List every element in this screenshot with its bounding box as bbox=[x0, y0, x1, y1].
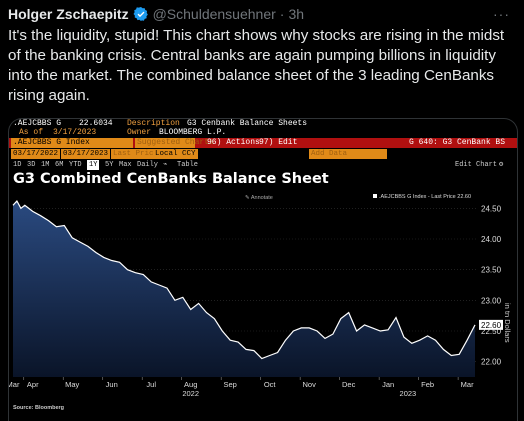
chart-code: G 640: G3 CenBank BS bbox=[409, 138, 506, 147]
x-tick-label: Jun bbox=[106, 380, 118, 389]
tweet-text: It's the liquidity, stupid! This chart s… bbox=[8, 27, 505, 104]
last-value-box bbox=[479, 319, 503, 330]
x-tick-label: Dec bbox=[342, 380, 356, 389]
asof-label: As of bbox=[19, 128, 44, 137]
y-tick-label: 23.00 bbox=[481, 296, 502, 305]
asof-value: 3/17/2023 bbox=[53, 128, 97, 137]
terminal-command-bar: .AEJCBBS G Index Suggested Charts 96) Ac… bbox=[9, 138, 517, 148]
x-tick-label: Oct bbox=[264, 380, 277, 389]
chart-title: G3 Combined CenBanks Balance Sheet bbox=[13, 171, 329, 187]
annotate-icon: ✎ bbox=[245, 195, 250, 201]
terminal-asof-row: As of 3/17/2023 Owner BLOOMBERG L.P. bbox=[9, 128, 517, 137]
balance-sheet-chart: 24.50 24.00 23.50 23.00 22.50 22.00 Mar Apr May… bbox=[9, 199, 512, 398]
more-options-icon[interactable]: ··· bbox=[493, 6, 510, 22]
x-tick-label: Sep bbox=[224, 380, 237, 389]
x-tick-label: Mar bbox=[9, 380, 20, 389]
last-value: 22.6034 bbox=[79, 119, 113, 128]
ticker-label: .AEJCBBS G bbox=[13, 119, 62, 128]
series-line bbox=[12, 199, 476, 360]
y-tick-label: 24.00 bbox=[481, 235, 502, 244]
edit-chart-button[interactable]: Edit Chart bbox=[455, 161, 498, 169]
period-max[interactable]: Max bbox=[119, 161, 132, 169]
annotate-label[interactable]: ✎ Annotate bbox=[245, 195, 273, 201]
x-tick-label: Mar bbox=[461, 380, 474, 389]
terminal-header-row: .AEJCBBS G 22.6034 Description G3 Cenban… bbox=[9, 119, 517, 128]
chart-type-icon[interactable]: ⌁ bbox=[163, 161, 168, 169]
settings-gear-icon[interactable]: ⚙ bbox=[499, 161, 504, 169]
tweet-header: Holger Zschaepitz @Schuldensuehner · 3h … bbox=[8, 4, 516, 24]
description-value: G3 Cenbank Balance Sheets bbox=[187, 119, 308, 128]
x-year-label: 2022 bbox=[182, 389, 199, 398]
x-tick-label: May bbox=[65, 380, 79, 389]
y-axis-label: in tn Dollars bbox=[503, 303, 512, 343]
interval-daily[interactable]: Daily bbox=[137, 161, 159, 169]
x-tick-label: Jan bbox=[382, 380, 394, 389]
user-handle[interactable]: @Schuldensuehner bbox=[152, 6, 276, 22]
y-axis: 24.50 24.00 23.50 23.00 22.50 22.00 bbox=[481, 204, 502, 366]
period-1m[interactable]: 1M bbox=[41, 161, 50, 169]
date-to-field[interactable]: 03/17/2023 bbox=[61, 149, 111, 159]
terminal-period-row: 1D 3D 1M 6M YTD 1Y 5Y Max Daily ⌁ Table … bbox=[9, 160, 517, 170]
period-1y[interactable]: 1Y bbox=[87, 160, 100, 170]
period-3d[interactable]: 3D bbox=[27, 161, 36, 169]
tweet-time[interactable]: 3h bbox=[288, 6, 305, 22]
last-value-text: 22.60 bbox=[481, 321, 502, 330]
y-tick-label: 22.50 bbox=[481, 327, 502, 336]
chart-legend: .AEJCBBS G Index - Last Price 22.60 bbox=[373, 194, 471, 200]
x-tick-label: Feb bbox=[421, 380, 434, 389]
period-1d[interactable]: 1D bbox=[13, 161, 22, 169]
terminal-date-row: 03/17/2022 03/17/2023 Last Price Local C… bbox=[9, 149, 517, 159]
owner-label: Owner bbox=[127, 128, 152, 137]
legend-label: .AEJCBBS G Index - Last Price bbox=[379, 194, 456, 200]
x-year-label: 2023 bbox=[400, 389, 417, 398]
actions-menu[interactable]: 96) Actions bbox=[207, 138, 260, 147]
separator-dot: · bbox=[279, 6, 285, 22]
add-data-button[interactable]: Add Data bbox=[309, 149, 387, 159]
x-tick-label: Apr bbox=[27, 380, 39, 389]
annotate-text: Annotate bbox=[250, 195, 273, 201]
dropdown-icon[interactable]: ▾ bbox=[189, 150, 194, 158]
period-5y[interactable]: 5Y bbox=[105, 161, 114, 169]
display-name[interactable]: Holger Zschaepitz bbox=[8, 6, 129, 22]
legend-value: 22.60 bbox=[457, 194, 472, 200]
source-note: Source: Bloomberg bbox=[13, 405, 65, 411]
last-value-marker: 22.60 bbox=[479, 319, 503, 330]
table-toggle[interactable]: Table bbox=[177, 161, 199, 169]
legend-swatch bbox=[373, 194, 377, 198]
x-axis: Mar Apr May Jun Jul Aug Sep Oct Nov Dec Jan Feb Mar 2… bbox=[9, 377, 474, 398]
suggested-charts-button[interactable]: Suggested Charts bbox=[135, 138, 214, 148]
verified-badge-icon bbox=[133, 7, 148, 21]
date-from-field[interactable]: 03/17/2022 bbox=[11, 149, 61, 159]
x-tick-label: Jul bbox=[146, 380, 156, 389]
period-ytd[interactable]: YTD bbox=[69, 161, 82, 169]
y-tick-label: 23.50 bbox=[481, 266, 502, 275]
edit-menu[interactable]: 97) Edit bbox=[259, 138, 298, 147]
series-area bbox=[13, 201, 475, 377]
owner-value: BLOOMBERG L.P. bbox=[159, 128, 227, 137]
index-field[interactable]: .AEJCBBS G Index bbox=[11, 138, 133, 148]
x-tick-label: Aug bbox=[184, 380, 197, 389]
y-tick-label: 24.50 bbox=[481, 204, 502, 213]
last-price-field[interactable]: Last Price bbox=[111, 149, 161, 159]
tweet-media-image[interactable]: .AEJCBBS G 22.6034 Description G3 Cenban… bbox=[8, 118, 518, 421]
description-label: Description bbox=[127, 119, 180, 128]
local-ccy-field[interactable]: Local CCY bbox=[153, 149, 198, 159]
x-tick-label: Nov bbox=[302, 380, 316, 389]
period-6m[interactable]: 6M bbox=[55, 161, 64, 169]
y-tick-label: 22.00 bbox=[481, 358, 502, 367]
